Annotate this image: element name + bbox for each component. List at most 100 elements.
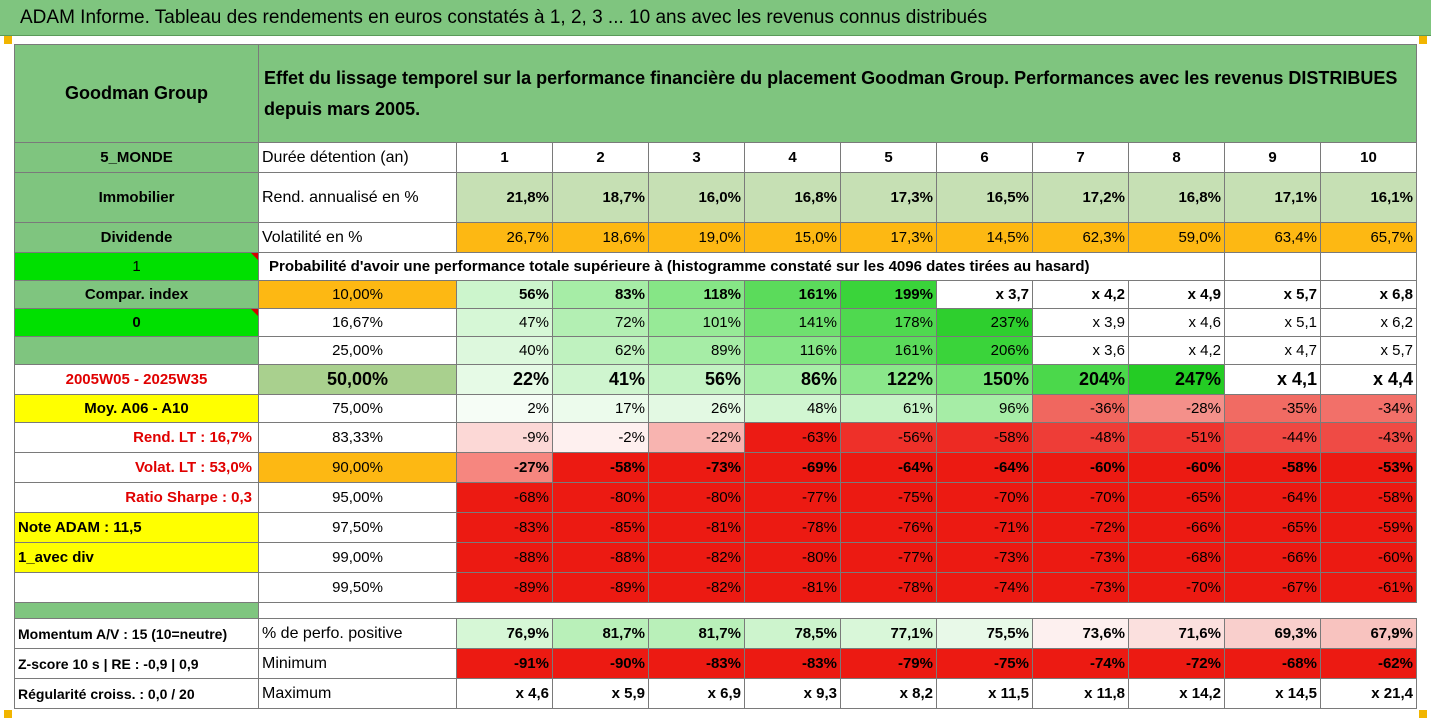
volatility-cell: 17,3%: [840, 222, 937, 253]
quantile-cell: x 4,7: [1224, 336, 1321, 365]
positive-perf-cell: 67,9%: [1320, 618, 1417, 649]
quantile-cell: x 4,1: [1224, 364, 1321, 395]
maximum-cell: x 21,4: [1320, 678, 1417, 709]
quantile-label: 50,00%: [258, 364, 457, 395]
empty-cell: [1224, 252, 1321, 281]
quantile-cell: -70%: [1128, 572, 1225, 603]
quantile-row: Compar. index 10,00% 56% 83% 118% 161% 1…: [14, 280, 1417, 309]
maximum-cell: x 11,8: [1032, 678, 1129, 709]
sector-label: Immobilier: [14, 172, 259, 223]
quantile-cell: -76%: [840, 512, 937, 543]
spacer-cell: [14, 602, 259, 619]
quantile-cell: -82%: [648, 542, 745, 573]
quantile-cell: -73%: [648, 452, 745, 483]
quantile-cell: 199%: [840, 280, 937, 309]
quantile-cell: -51%: [1128, 422, 1225, 453]
positive-perf-cell: 71,6%: [1128, 618, 1225, 649]
minimum-cell: -62%: [1320, 648, 1417, 679]
year-header: 10: [1320, 142, 1417, 173]
flag-one[interactable]: 1: [14, 252, 259, 281]
quantile-cell: -89%: [456, 572, 553, 603]
quantile-cell: x 4,9: [1128, 280, 1225, 309]
quantile-cell: 237%: [936, 308, 1033, 337]
quantile-label: 10,00%: [258, 280, 457, 309]
corner-marker: [4, 710, 12, 718]
quantile-row: Moy. A06 - A10 75,00% 2% 17% 26% 48% 61%…: [14, 394, 1417, 423]
positive-perf-cell: 76,9%: [456, 618, 553, 649]
regularity-label: Régularité croiss. : 0,0 / 20: [14, 678, 259, 709]
positive-perf-cell: 78,5%: [744, 618, 841, 649]
quantile-cell: 86%: [744, 364, 841, 395]
quantile-cell: -68%: [1128, 542, 1225, 573]
quantile-cell: -56%: [840, 422, 937, 453]
minimum-cell: -72%: [1128, 648, 1225, 679]
quantile-cell: -80%: [552, 482, 649, 513]
quantile-cell: x 6,8: [1320, 280, 1417, 309]
quantile-cell: x 5,7: [1224, 280, 1321, 309]
corner-marker: [1419, 710, 1427, 718]
minimum-row: Z-score 10 s | RE : -0,9 | 0,9 Minimum -…: [14, 648, 1417, 679]
quantile-cell: -64%: [1224, 482, 1321, 513]
quantile-cell: -77%: [840, 542, 937, 573]
year-header: 3: [648, 142, 745, 173]
dividend-option: 1_avec div: [14, 542, 259, 573]
quantile-label: 95,00%: [258, 482, 457, 513]
year-header: 5: [840, 142, 937, 173]
quantile-cell: 150%: [936, 364, 1033, 395]
year-header: 8: [1128, 142, 1225, 173]
quantile-label: 16,67%: [258, 308, 457, 337]
quantile-cell: x 4,6: [1128, 308, 1225, 337]
dividend-label: Dividende: [14, 222, 259, 253]
maximum-cell: x 4,6: [456, 678, 553, 709]
quantile-cell: 83%: [552, 280, 649, 309]
probability-header-row: 1 Probabilité d'avoir une performance to…: [14, 252, 1417, 281]
maximum-cell: x 6,9: [648, 678, 745, 709]
quantile-cell: -60%: [1032, 452, 1129, 483]
positive-perf-cell: 73,6%: [1032, 618, 1129, 649]
flag-zero[interactable]: 0: [14, 308, 259, 337]
year-header: 4: [744, 142, 841, 173]
quantile-cell: 56%: [648, 364, 745, 395]
annual-return-label: Rend. annualisé en %: [258, 172, 457, 223]
volatility-cell: 19,0%: [648, 222, 745, 253]
sharpe-ratio: Ratio Sharpe : 0,3: [14, 482, 259, 513]
quantile-cell: 122%: [840, 364, 937, 395]
quantile-cell: -53%: [1320, 452, 1417, 483]
positive-perf-cell: 81,7%: [648, 618, 745, 649]
quantile-cell: -64%: [936, 452, 1033, 483]
positive-perf-cell: 69,3%: [1224, 618, 1321, 649]
empty-cell: [1320, 252, 1417, 281]
maximum-label: Maximum: [258, 678, 457, 709]
period-label: 2005W05 - 2025W35: [14, 364, 259, 395]
year-header: 1: [456, 142, 553, 173]
year-header: 7: [1032, 142, 1129, 173]
maximum-cell: x 14,5: [1224, 678, 1321, 709]
volatility-cell: 18,6%: [552, 222, 649, 253]
quantile-label: 90,00%: [258, 452, 457, 483]
quantile-cell: x 6,2: [1320, 308, 1417, 337]
quantile-cell: -89%: [552, 572, 649, 603]
quantile-row: 25,00% 40% 62% 89% 116% 161% 206% x 3,6 …: [14, 336, 1417, 365]
quantile-cell: -81%: [744, 572, 841, 603]
quantile-cell: -28%: [1128, 394, 1225, 423]
quantile-cell: x 4,2: [1032, 280, 1129, 309]
quantile-cell: -58%: [552, 452, 649, 483]
maximum-cell: x 11,5: [936, 678, 1033, 709]
quantile-cell: -69%: [744, 452, 841, 483]
maximum-row: Régularité croiss. : 0,0 / 20 Maximum x …: [14, 678, 1417, 709]
year-header: 6: [936, 142, 1033, 173]
annual-return-cell: 21,8%: [456, 172, 553, 223]
quantile-cell: 2%: [456, 394, 553, 423]
minimum-cell: -75%: [936, 648, 1033, 679]
annual-return-cell: 16,8%: [1128, 172, 1225, 223]
quantile-cell: x 4,4: [1320, 364, 1417, 395]
quantile-cell: 141%: [744, 308, 841, 337]
annual-return-cell: 16,1%: [1320, 172, 1417, 223]
positive-perf-row: Momentum A/V : 15 (10=neutre) % de perfo…: [14, 618, 1417, 649]
quantile-cell: -44%: [1224, 422, 1321, 453]
positive-perf-cell: 77,1%: [840, 618, 937, 649]
quantile-row: 99,50% -89% -89% -82% -81% -78% -74% -73…: [14, 572, 1417, 603]
quantile-cell: 178%: [840, 308, 937, 337]
quantile-cell: 72%: [552, 308, 649, 337]
quantile-cell: -66%: [1224, 542, 1321, 573]
